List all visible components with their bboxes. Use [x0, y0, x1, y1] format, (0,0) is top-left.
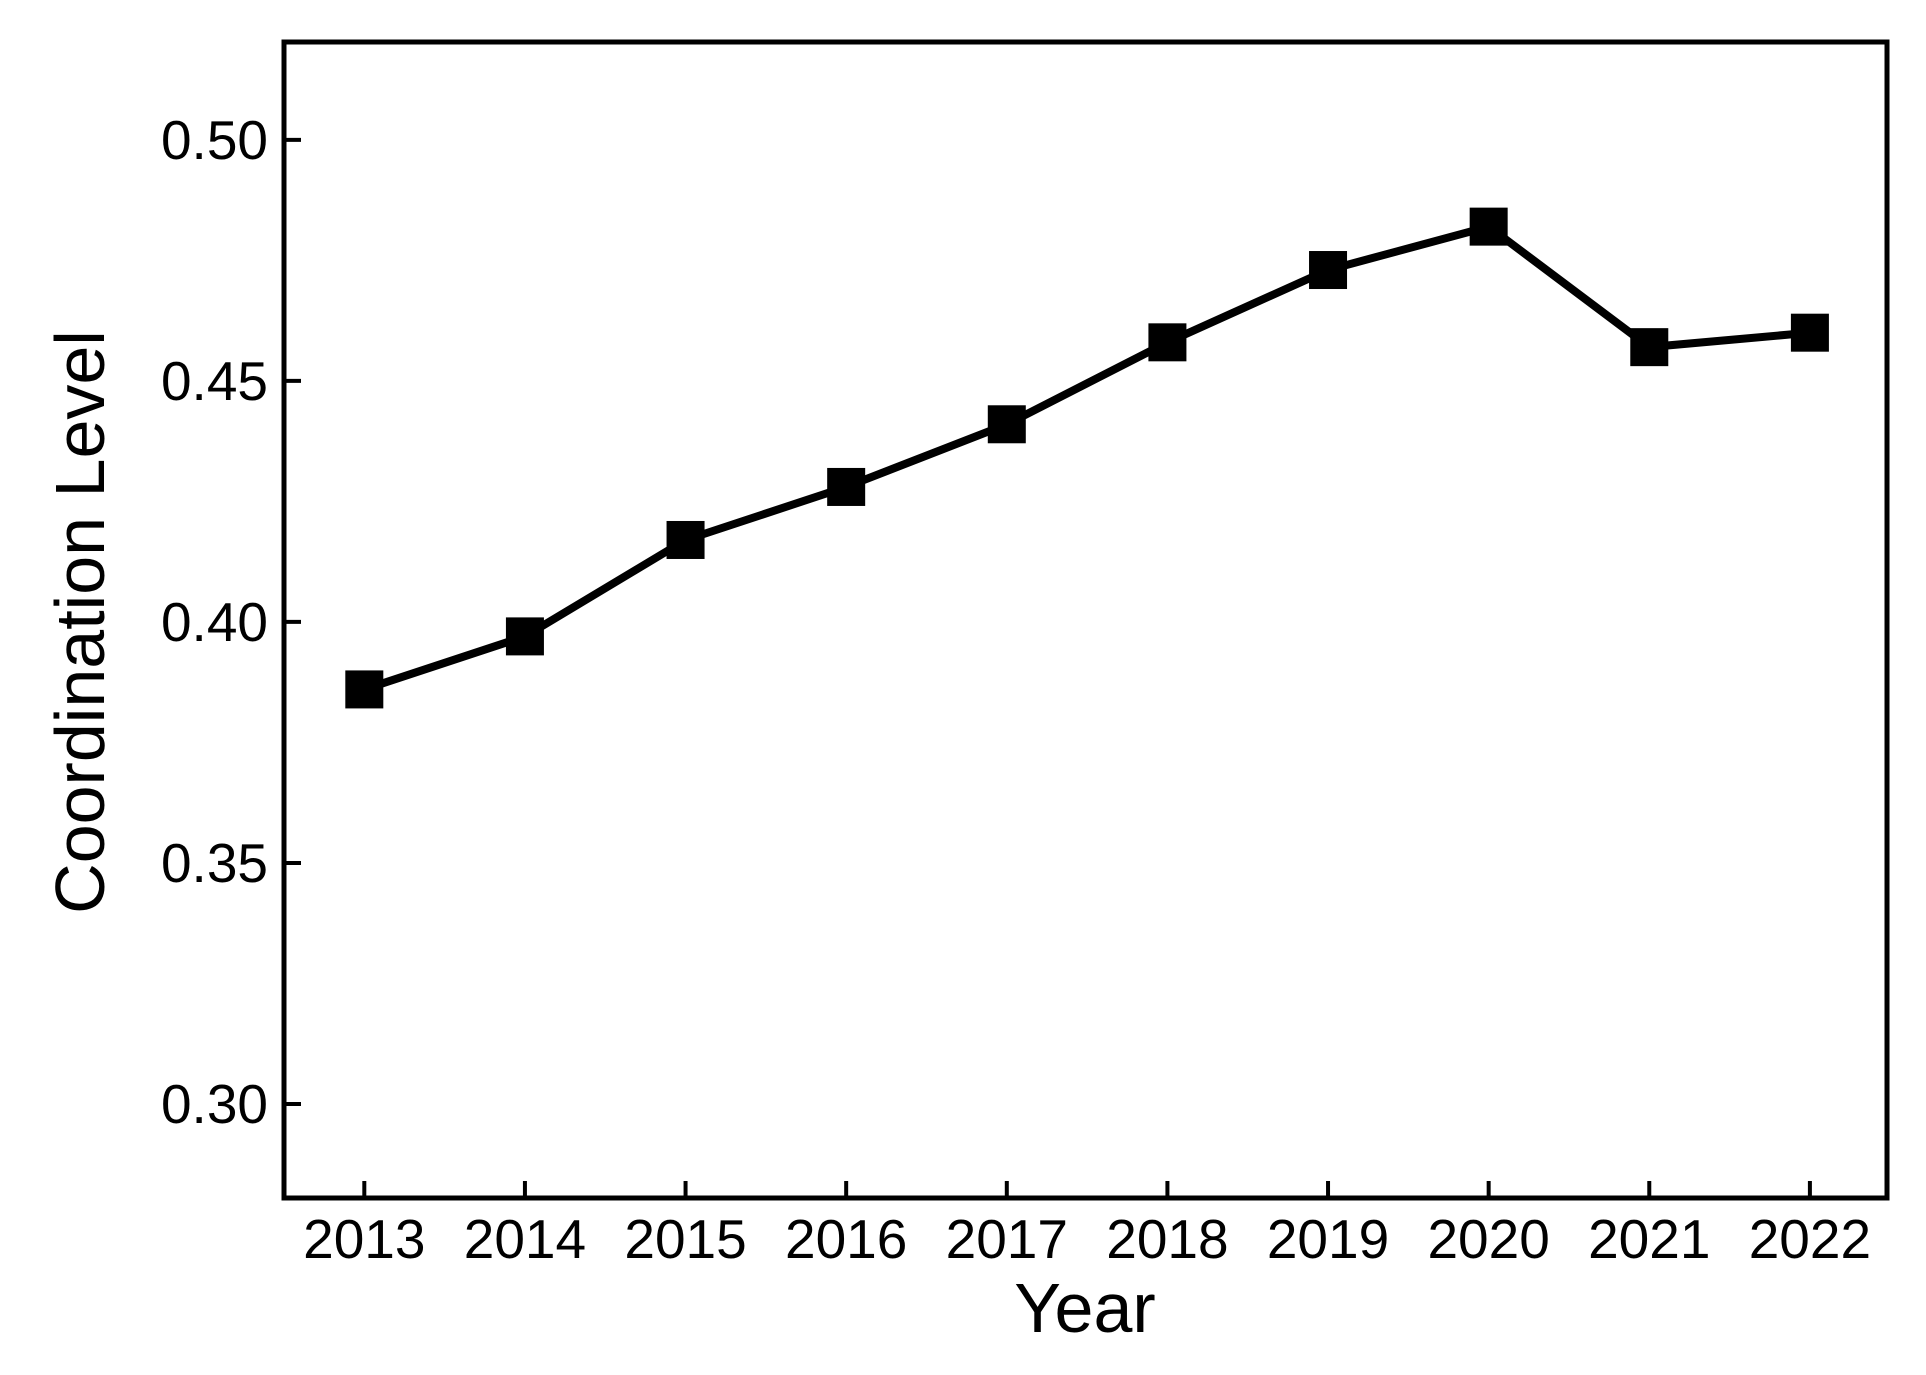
x-tick-label: 2021 [1588, 1208, 1710, 1270]
data-point-2019 [1309, 251, 1348, 290]
x-tick-label: 2015 [624, 1208, 746, 1270]
data-point-2014 [505, 617, 544, 656]
data-point-2022 [1790, 313, 1829, 352]
y-tick-label: 0.30 [161, 1073, 268, 1135]
x-tick-label: 2019 [1267, 1208, 1389, 1270]
x-tick-label: 2017 [946, 1208, 1068, 1270]
data-point-2016 [827, 467, 866, 506]
x-tick-label: 2018 [1106, 1208, 1228, 1270]
y-tick-label: 0.45 [161, 350, 268, 412]
x-tick-label: 2013 [303, 1208, 425, 1270]
y-tick-label: 0.50 [161, 109, 268, 171]
data-point-2017 [987, 405, 1026, 444]
y-tick-label: 0.40 [161, 591, 268, 653]
data-point-2018 [1148, 323, 1187, 362]
y-tick-label: 0.35 [161, 832, 268, 894]
data-point-2021 [1630, 328, 1669, 367]
x-tick-label: 2020 [1427, 1208, 1549, 1270]
x-tick-label: 2014 [464, 1208, 586, 1270]
y-axis-title: Coordination Level [41, 330, 119, 914]
data-point-2020 [1469, 207, 1508, 246]
x-tick-label: 2016 [785, 1208, 907, 1270]
data-line [363, 222, 1811, 694]
x-axis-title: Year [1014, 1269, 1155, 1347]
plot-area: 0.30 0.35 0.40 0.45 0.50 2013 2014 2015 2016 2017… [161, 39, 1890, 1270]
x-tick-label: 2022 [1749, 1208, 1871, 1270]
data-point-2013 [345, 670, 384, 709]
data-point-2015 [666, 520, 705, 559]
